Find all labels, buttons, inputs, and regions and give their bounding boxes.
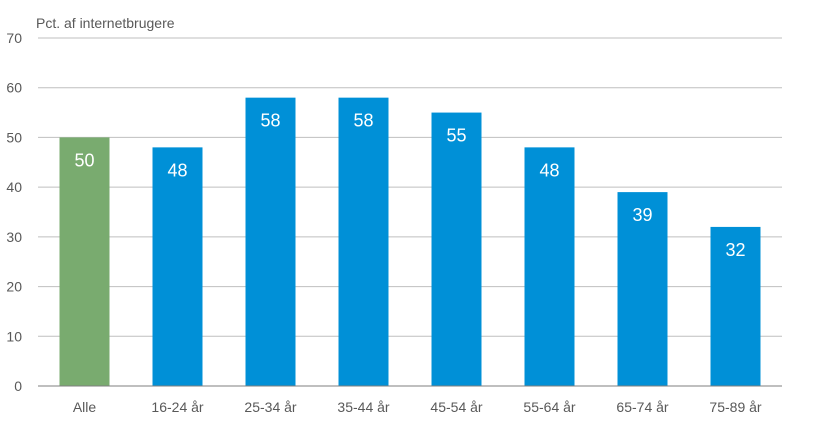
x-tick-label: 16-24 år <box>151 399 203 415</box>
bar-value-label: 39 <box>632 205 652 225</box>
bar <box>710 226 761 386</box>
bar-value-label: 58 <box>260 111 280 131</box>
x-tick-label: 25-34 år <box>244 399 296 415</box>
bar <box>245 97 296 387</box>
bar-value-label: 48 <box>167 160 187 180</box>
bar-value-label: 55 <box>446 126 466 146</box>
gridlines <box>38 37 782 337</box>
bar-value-label: 50 <box>74 150 94 170</box>
bar-data-labels: 50 48 58 58 55 48 39 32 <box>74 111 745 260</box>
y-tick-label: 50 <box>6 129 22 145</box>
bar <box>59 137 110 386</box>
y-tick-label: 40 <box>6 179 22 195</box>
x-tick-label: 45-54 år <box>430 399 482 415</box>
x-tick-label: 65-74 år <box>616 399 668 415</box>
bar-value-label: 58 <box>353 111 373 131</box>
y-tick-label: 20 <box>6 279 22 295</box>
y-axis-label: Pct. af internetbrugere <box>36 15 175 31</box>
bar <box>617 192 668 386</box>
y-tick-label: 0 <box>14 378 22 394</box>
x-tick-label: 55-64 år <box>523 399 575 415</box>
x-tick-label: 75-89 år <box>709 399 761 415</box>
bar-value-label: 32 <box>725 240 745 260</box>
y-tick-label: 60 <box>6 80 22 96</box>
x-axis-ticks: Alle 16-24 år 25-34 år 35-44 år 45-54 år 55-6… <box>73 399 762 415</box>
y-tick-label: 70 <box>6 30 22 46</box>
y-tick-label: 10 <box>6 328 22 344</box>
y-tick-label: 30 <box>6 229 22 245</box>
x-tick-label: Alle <box>73 399 97 415</box>
bar <box>431 112 482 387</box>
bar <box>152 147 203 386</box>
y-axis-ticks: 0 10 20 30 40 50 60 70 <box>6 30 22 394</box>
x-tick-label: 35-44 år <box>337 399 389 415</box>
bars <box>59 97 761 387</box>
bar <box>524 147 575 386</box>
bar-value-label: 48 <box>539 160 559 180</box>
bar <box>338 97 389 387</box>
